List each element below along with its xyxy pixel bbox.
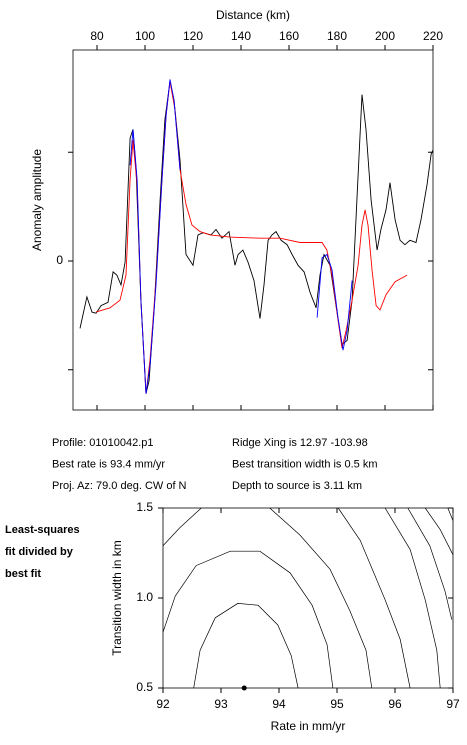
x-axis-label: Rate in mm/yr	[271, 719, 346, 733]
profile-info: Profile: 01010042.p1	[52, 437, 154, 449]
profile-info: Proj. Az: 79.0 deg. CW of N	[52, 480, 187, 492]
profile-info: Depth to source is 3.11 km	[232, 480, 362, 492]
x-tick-label: 220	[423, 29, 443, 43]
contour-line	[384, 507, 441, 689]
contour-line	[424, 507, 454, 555]
contour-line	[407, 507, 453, 620]
data-line	[79, 81, 434, 394]
side-note: best fit	[5, 568, 41, 580]
y-tick-label: 0.5	[136, 680, 153, 694]
contour-line	[162, 507, 373, 689]
profile-info: Ridge Xing is 12.97 -103.98	[232, 437, 368, 449]
contour-line	[447, 507, 454, 521]
x-tick-label: 100	[135, 29, 155, 43]
x-tick-label: 96	[388, 697, 402, 711]
x-tick-label: 120	[183, 29, 203, 43]
best-fit-point	[241, 685, 247, 691]
contour-line	[337, 507, 411, 689]
y-axis-label: Transition width in km	[110, 540, 124, 656]
x-tick-label: 180	[327, 29, 347, 43]
contour-line	[193, 603, 299, 689]
x-tick-label: 200	[375, 29, 395, 43]
plot-frame	[162, 507, 454, 689]
x-tick-label: 80	[90, 29, 104, 43]
contour-line	[162, 550, 334, 689]
profile-info: Best transition width is 0.5 km	[232, 458, 378, 470]
y-tick-label: 1.5	[136, 500, 153, 514]
y-tick-label: 0	[56, 253, 63, 267]
x-tick-label: 97	[446, 697, 460, 711]
side-note: Least-squares	[5, 524, 80, 536]
x-tick-label: 95	[330, 697, 344, 711]
x-tick-label: 93	[214, 697, 228, 711]
x-tick-label: 140	[231, 29, 251, 43]
plot-frame	[72, 49, 434, 411]
x-tick-label: 94	[272, 697, 286, 711]
x-tick-label: 160	[279, 29, 299, 43]
x-axis-label: Distance (km)	[216, 8, 290, 22]
side-note: fit divided by	[5, 546, 74, 558]
y-tick-label: 1.0	[136, 590, 153, 604]
x-tick-label: 92	[156, 697, 170, 711]
profile-info: Best rate is 93.4 mm/yr	[52, 458, 165, 470]
data-line	[129, 79, 353, 394]
y-axis-label: Anomaly amplitude	[30, 149, 44, 251]
